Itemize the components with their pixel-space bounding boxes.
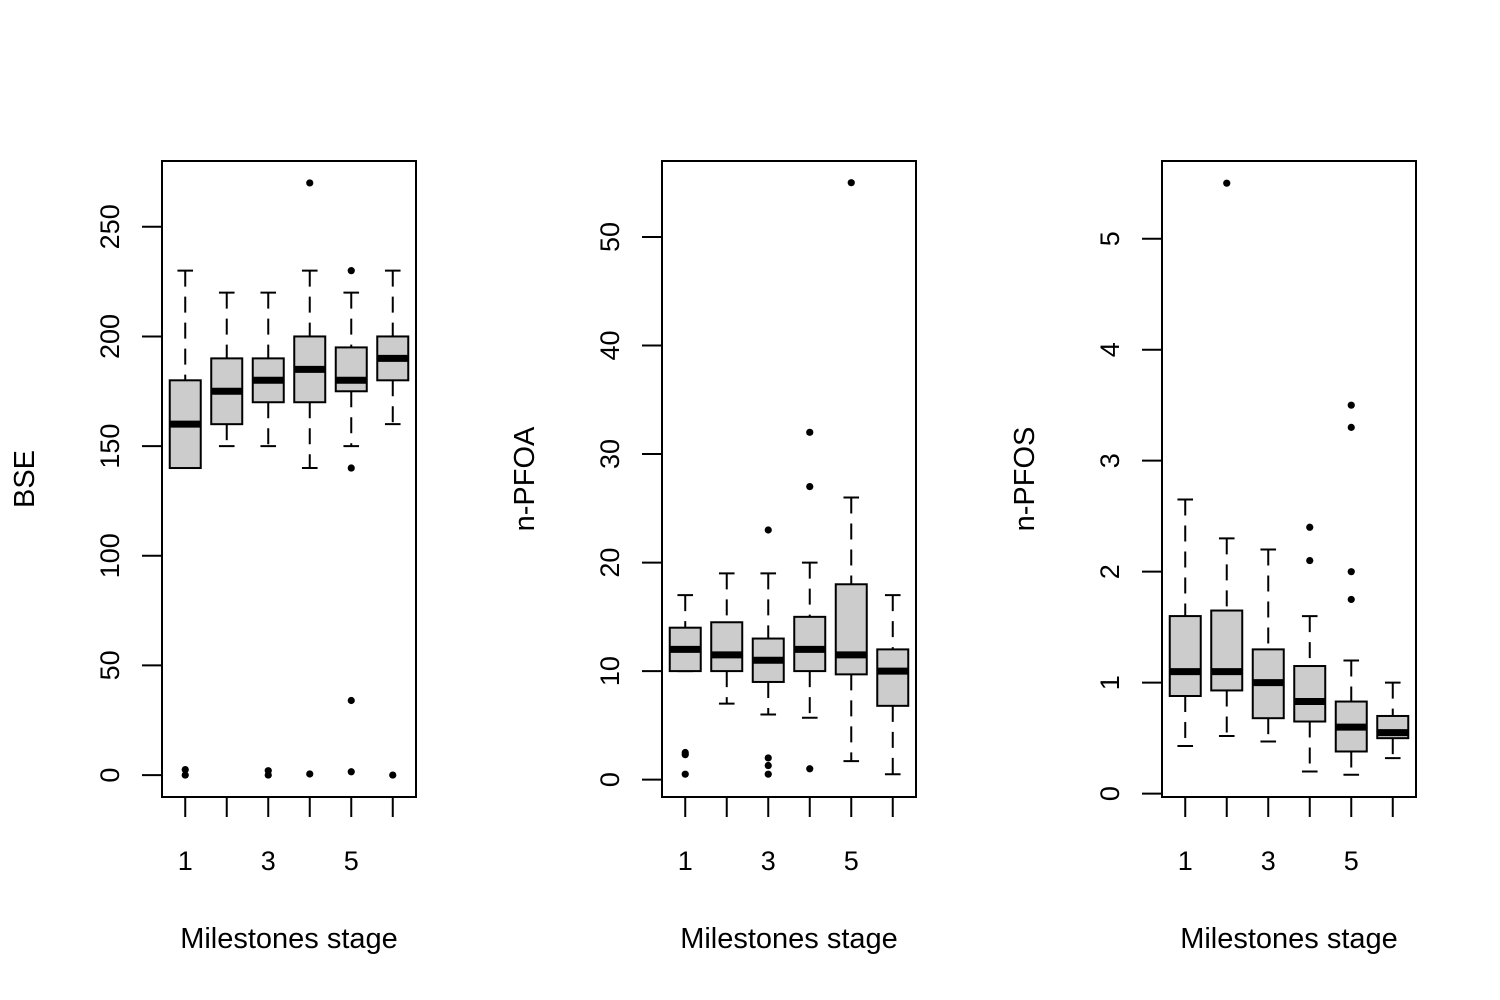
outlier-point [847, 179, 855, 187]
y-tick-label: 50 [595, 222, 625, 252]
plot-frame [661, 160, 917, 798]
outlier-point [681, 770, 689, 778]
box-stage-3 [1251, 548, 1285, 743]
outlier-point [764, 770, 772, 778]
chart-panel-1: 0 50 100 150 200 250 1 3 5 Milestones stage BSE [9, 160, 417, 955]
y-axis-label: BSE [9, 450, 41, 508]
x-tick-label: 5 [344, 846, 359, 876]
outlier-point [181, 771, 189, 779]
x-tick-label: 3 [261, 846, 276, 876]
y-tick-label: 250 [95, 204, 125, 249]
y-tick-label: 0 [95, 768, 125, 783]
outlier-point [1347, 568, 1355, 576]
y-tick-label: 2 [1095, 564, 1125, 579]
box-stage-1 [1168, 498, 1202, 747]
outlier-point [806, 765, 814, 773]
outlier-point [347, 267, 355, 275]
box-stage-6 [1376, 681, 1410, 760]
y-tick-label: 10 [595, 656, 625, 686]
box-stage-4 [793, 428, 827, 773]
y-tick-label: 4 [1095, 342, 1125, 357]
box-stage-4 [1293, 523, 1327, 773]
iqr-box [1168, 615, 1202, 697]
y-tick-label: 100 [95, 533, 125, 578]
x-axis-label: Milestones stage [680, 923, 898, 955]
x-tick-label: 3 [1261, 846, 1276, 876]
y-tick-label: 200 [95, 314, 125, 359]
box-stage-6 [876, 594, 910, 776]
outlier-point [264, 767, 272, 775]
outlier-point [306, 770, 314, 778]
iqr-box [876, 648, 910, 707]
y-axis-label: n-PFOS [1009, 427, 1041, 532]
box-stage-6 [376, 269, 410, 779]
outlier-point [806, 482, 814, 491]
outlier-point [389, 771, 397, 779]
outlier-point [764, 754, 772, 762]
outlier-point [181, 765, 189, 774]
outlier-point [1347, 401, 1355, 409]
box-stage-4 [293, 179, 327, 778]
outlier-point [1306, 523, 1314, 531]
chart-panel-2: 0 10 20 30 40 50 1 3 5 Milestones stage n-PFOA [509, 160, 917, 955]
outlier-point [347, 696, 355, 705]
box-stage-2 [210, 291, 244, 448]
y-tick-label: 0 [595, 772, 625, 787]
iqr-box [793, 615, 827, 673]
x-axis-label: Milestones stage [180, 923, 398, 955]
iqr-box [834, 583, 868, 676]
outlier-point [764, 526, 772, 534]
box-stage-3 [751, 526, 785, 778]
y-tick-label: 30 [595, 439, 625, 469]
box-stage-3 [251, 291, 285, 779]
iqr-box [1210, 609, 1244, 692]
y-tick-label: 40 [595, 330, 625, 360]
x-tick-label: 5 [844, 846, 859, 876]
y-tick-label: 3 [1095, 453, 1125, 468]
outlier-point [347, 464, 355, 472]
outlier-point [1306, 556, 1314, 565]
plot-frame [1161, 160, 1417, 798]
outlier-point [681, 751, 689, 759]
iqr-box [334, 346, 368, 393]
outlier-point [1347, 423, 1355, 431]
box-stage-1 [168, 269, 202, 779]
y-tick-label: 1 [1095, 675, 1125, 690]
box-stage-1 [668, 594, 702, 778]
y-axis-label: n-PFOA [509, 426, 541, 531]
outlier-point [347, 768, 355, 776]
box-stage-5 [834, 179, 868, 763]
x-tick-label: 1 [178, 846, 193, 876]
x-tick-label: 1 [1178, 846, 1193, 876]
x-tick-label: 5 [1344, 846, 1359, 876]
box-stage-5 [1334, 401, 1368, 776]
box-stage-2 [1210, 179, 1244, 737]
x-tick-label: 3 [761, 846, 776, 876]
y-tick-label: 150 [95, 424, 125, 469]
outlier-point [306, 179, 314, 187]
outlier-point [806, 428, 814, 436]
y-tick-label: 20 [595, 548, 625, 578]
box-stage-5 [334, 267, 368, 776]
chart-panel-3: 0 1 2 3 4 5 1 3 5 Milestones stage n-PFOS [1009, 160, 1417, 955]
x-tick-label: 1 [678, 846, 693, 876]
x-axis-label: Milestones stage [1180, 923, 1398, 955]
y-tick-label: 50 [95, 650, 125, 680]
iqr-box [710, 621, 744, 673]
y-tick-label: 0 [1095, 786, 1125, 801]
iqr-box [1293, 665, 1327, 723]
box-stage-2 [710, 572, 744, 705]
outlier-point [764, 761, 772, 770]
y-tick-label: 5 [1095, 231, 1125, 246]
outlier-point [1347, 595, 1355, 604]
plot-frame [161, 160, 417, 798]
outlier-point [1223, 179, 1231, 187]
